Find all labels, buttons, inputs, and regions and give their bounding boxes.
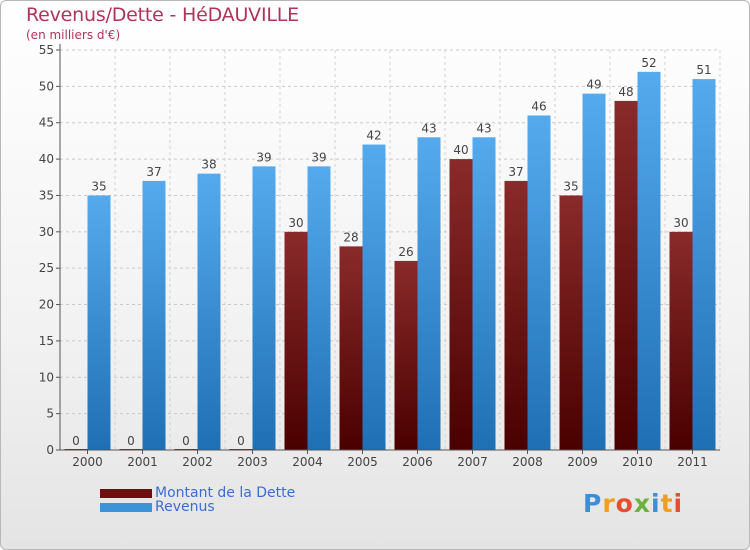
data-label: 46 [531, 99, 546, 113]
bar-revenue [197, 173, 221, 451]
bar-revenue [637, 71, 661, 451]
data-label: 35 [91, 179, 106, 193]
y-tick-label: 40 [39, 152, 54, 166]
data-label: 38 [201, 158, 216, 172]
logo-letter: t [660, 489, 674, 518]
legend-swatch-debt [100, 489, 152, 498]
y-tick-label: 45 [39, 116, 54, 130]
bar-revenue [362, 144, 386, 450]
data-label: 39 [256, 150, 271, 164]
bar-debt [339, 246, 363, 450]
data-label: 30 [673, 216, 688, 230]
chart-subtitle: (en milliers d'€) [26, 28, 121, 42]
x-tick-label: 2001 [127, 455, 158, 469]
data-label: 30 [288, 216, 303, 230]
data-label: 0 [237, 434, 245, 448]
x-tick-label: 2003 [237, 455, 268, 469]
data-label: 43 [421, 121, 436, 135]
y-tick-label: 5 [46, 407, 54, 421]
data-label: 35 [563, 179, 578, 193]
x-tick-label: 2010 [622, 455, 653, 469]
bar-revenue [252, 166, 276, 450]
bar-revenue [472, 137, 496, 451]
y-tick-label: 10 [39, 370, 54, 384]
x-tick-label: 2000 [72, 455, 103, 469]
bar-debt [669, 231, 693, 450]
x-tick-label: 2002 [182, 455, 213, 469]
data-label: 49 [586, 78, 601, 92]
x-tick-label: 2011 [677, 455, 708, 469]
bar-debt [614, 100, 638, 450]
y-tick-label: 20 [39, 298, 54, 312]
x-tick-label: 2009 [567, 455, 598, 469]
logo-letter: P [583, 489, 603, 518]
y-tick-label: 35 [39, 188, 54, 202]
data-label: 52 [641, 56, 656, 70]
x-tick-label: 2006 [402, 455, 433, 469]
data-label: 37 [146, 165, 161, 179]
data-label: 42 [366, 129, 381, 143]
bar-debt [559, 195, 583, 450]
x-tick-label: 2007 [457, 455, 488, 469]
y-tick-label: 25 [39, 261, 54, 275]
data-label: 0 [72, 434, 80, 448]
bar-debt [394, 260, 418, 450]
bar-revenue [527, 115, 551, 451]
data-label: 0 [182, 434, 190, 448]
bar-revenue [692, 79, 716, 450]
data-label: 28 [343, 230, 358, 244]
data-label: 26 [398, 245, 413, 259]
x-tick-label: 2004 [292, 455, 323, 469]
data-label: 43 [476, 121, 491, 135]
bar-revenue [307, 166, 331, 450]
data-label: 51 [696, 63, 711, 77]
logo-letter: i [651, 489, 661, 518]
legend-item-debt: Montant de la Dette [100, 485, 320, 502]
chart-title: Revenus/Dette - HéDAUVILLE [26, 4, 299, 26]
data-label: 40 [453, 143, 468, 157]
y-tick-label: 15 [39, 334, 54, 348]
logo-letter: r [602, 489, 616, 518]
bar-revenue [142, 180, 166, 450]
bar-debt [449, 159, 473, 450]
bar-revenue [87, 195, 111, 450]
bar-debt [504, 180, 528, 450]
legend-label-debt: Montant de la Dette [155, 485, 296, 501]
y-tick-label: 0 [46, 443, 54, 457]
legend-item-revenue: Revenus [100, 499, 320, 516]
logo-letter: x [633, 489, 651, 518]
bar-revenue [582, 93, 606, 451]
bar-revenue [417, 137, 441, 451]
legend-label-revenue: Revenus [155, 499, 215, 515]
y-tick-label: 55 [39, 43, 54, 57]
data-label: 39 [311, 150, 326, 164]
x-tick-label: 2008 [512, 455, 543, 469]
data-label: 48 [618, 85, 633, 99]
legend-swatch-revenue [100, 503, 152, 512]
bar-debt [284, 231, 308, 450]
x-tick-label: 2005 [347, 455, 378, 469]
y-tick-label: 30 [39, 225, 54, 239]
proxiti-logo: Proxiti [583, 489, 683, 518]
y-tick-label: 50 [39, 79, 54, 93]
data-label: 0 [127, 434, 135, 448]
logo-letter: o [615, 489, 634, 518]
logo-letter: i [673, 489, 684, 518]
data-label: 37 [508, 165, 523, 179]
